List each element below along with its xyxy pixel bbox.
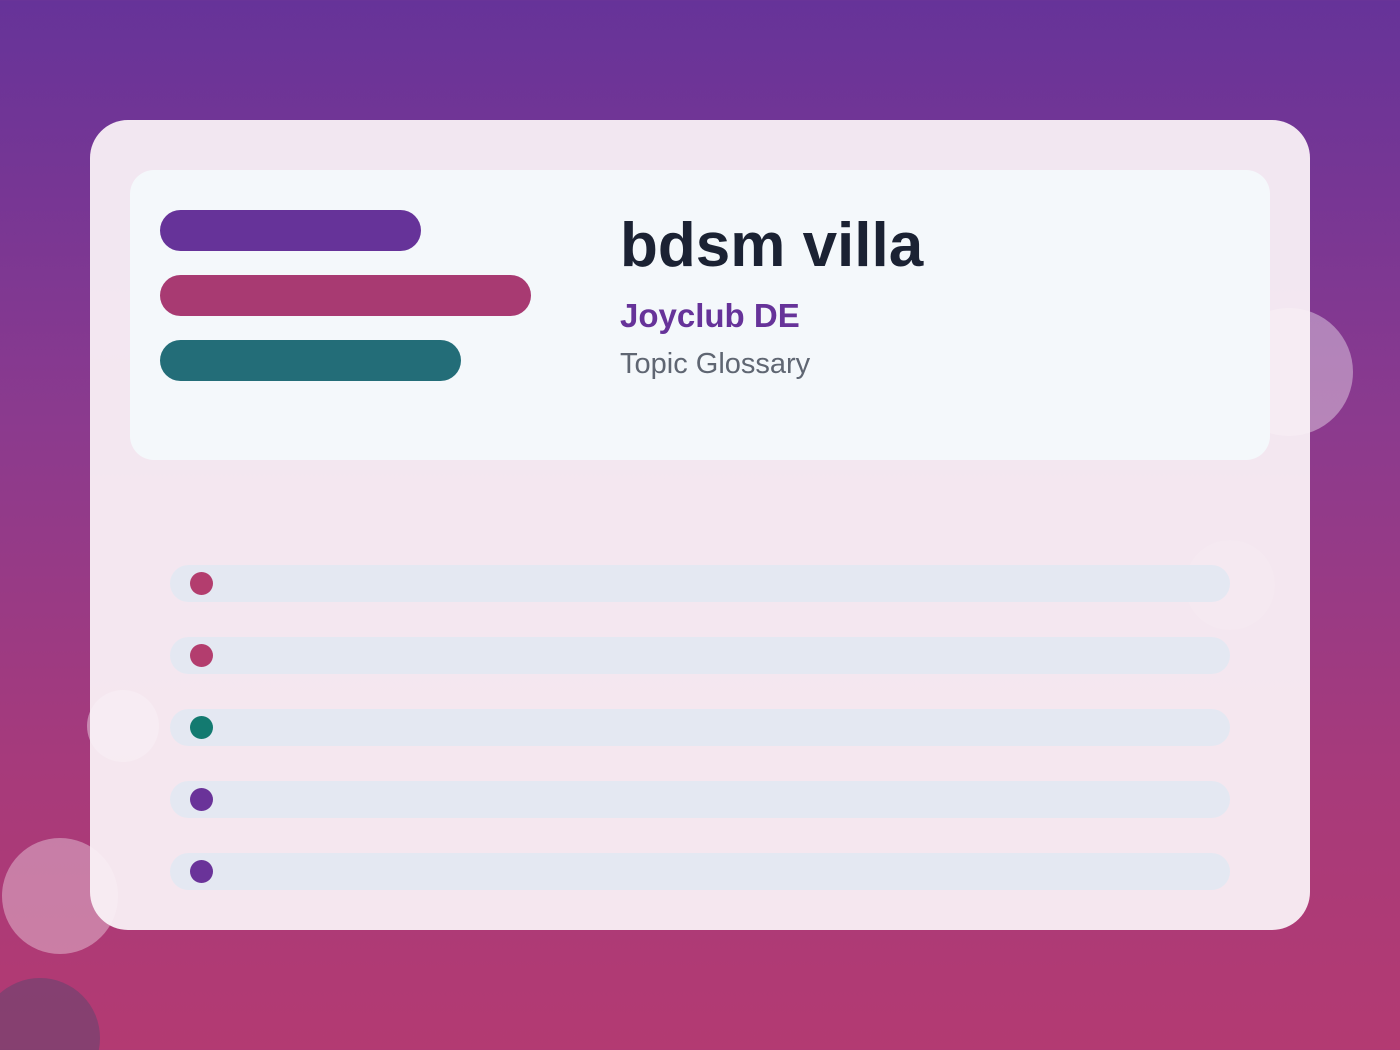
page-title: bdsm villa <box>620 211 924 280</box>
list-item[interactable] <box>170 853 1230 890</box>
list-item[interactable] <box>170 781 1230 818</box>
bullet-dot-icon <box>190 860 213 883</box>
decor-bar-teal <box>160 340 461 381</box>
bullet-dot-icon <box>190 788 213 811</box>
topic-card: bdsm villa Joyclub DE Topic Glossary <box>90 120 1310 930</box>
decor-bar-purple <box>160 210 421 251</box>
list-item[interactable] <box>170 637 1230 674</box>
decor-bar-magenta <box>160 275 531 316</box>
bullet-dot-icon <box>190 572 213 595</box>
bullet-dot-icon <box>190 716 213 739</box>
list-item[interactable] <box>170 565 1230 602</box>
list-item[interactable] <box>170 709 1230 746</box>
decor-bubble <box>0 978 100 1050</box>
site-name: Joyclub DE <box>620 297 800 334</box>
page-caption: Topic Glossary <box>620 348 811 380</box>
header-panel: bdsm villa Joyclub DE Topic Glossary <box>130 170 1270 460</box>
bullet-dot-icon <box>190 644 213 667</box>
glossary-list <box>170 565 1230 925</box>
